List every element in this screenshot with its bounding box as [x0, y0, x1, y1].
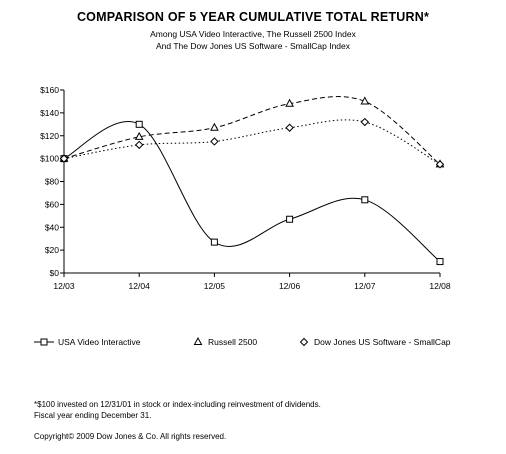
chart-subtitle-line1: Among USA Video Interactive, The Russell…: [150, 29, 356, 39]
legend-label-series-1: USA Video Interactive: [58, 337, 141, 347]
footnote-investment: *$100 invested on 12/31/01 in stock or i…: [34, 400, 321, 409]
footnote-fiscal-year: Fiscal year ending December 31.: [34, 411, 152, 420]
y-tick-label: $60: [45, 199, 59, 209]
y-tick-label: $120: [40, 131, 59, 141]
y-tick-label: $20: [45, 245, 59, 255]
data-point-series-3: [435, 160, 445, 169]
x-tick-label: 12/05: [204, 281, 226, 291]
y-tick-label: $160: [40, 85, 59, 95]
series-line-3: [63, 119, 441, 165]
legend-marker-series-3: [299, 337, 309, 347]
y-tick-label: $100: [40, 154, 59, 164]
data-point-series-3: [210, 137, 219, 146]
legend-label-series-2: Russell 2500: [208, 337, 257, 347]
data-point-series-3: [360, 117, 370, 127]
x-tick-label: 12/07: [354, 281, 376, 291]
legend-label-series-3: Dow Jones US Software - SmallCap: [314, 337, 451, 347]
x-tick-label: 12/04: [129, 281, 151, 291]
data-point-series-2: [285, 98, 294, 107]
legend-marker-series-2: [193, 336, 203, 345]
data-point-series-2: [134, 131, 144, 140]
series-line-2: [63, 96, 441, 165]
data-point-series-1: [436, 258, 444, 266]
data-point-series-1: [210, 238, 218, 246]
y-tick-label: $40: [45, 222, 59, 232]
x-tick-label: 12/08: [429, 281, 451, 291]
data-point-series-2: [360, 96, 370, 105]
data-point-series-1: [286, 215, 294, 223]
data-point-series-3: [134, 140, 144, 150]
x-tick-label: 12/06: [279, 281, 301, 291]
x-tick-label: 12/03: [53, 281, 75, 291]
chart-subtitle-line2: And The Dow Jones US Software - SmallCap…: [155, 41, 351, 51]
y-tick-label: $0: [50, 268, 60, 278]
series-line-1: [63, 121, 441, 262]
chart-title: COMPARISON OF 5 YEAR CUMULATIVE TOTAL RE…: [76, 10, 430, 24]
data-point-series-1: [135, 120, 143, 128]
legend-marker-series-1: [40, 338, 48, 346]
data-point-series-2: [210, 122, 219, 131]
data-point-series-1: [361, 196, 369, 204]
y-tick-label: $140: [40, 108, 59, 118]
line-chart: $0 $20 $40 $60 $80 $100 $120 $140 $160 12/03 12/04…: [34, 85, 451, 347]
y-tick-label: $80: [45, 177, 59, 187]
data-point-series-3: [59, 154, 69, 163]
data-point-series-3: [285, 123, 294, 132]
copyright-notice: Copyright© 2009 Dow Jones & Co. All righ…: [34, 432, 227, 441]
